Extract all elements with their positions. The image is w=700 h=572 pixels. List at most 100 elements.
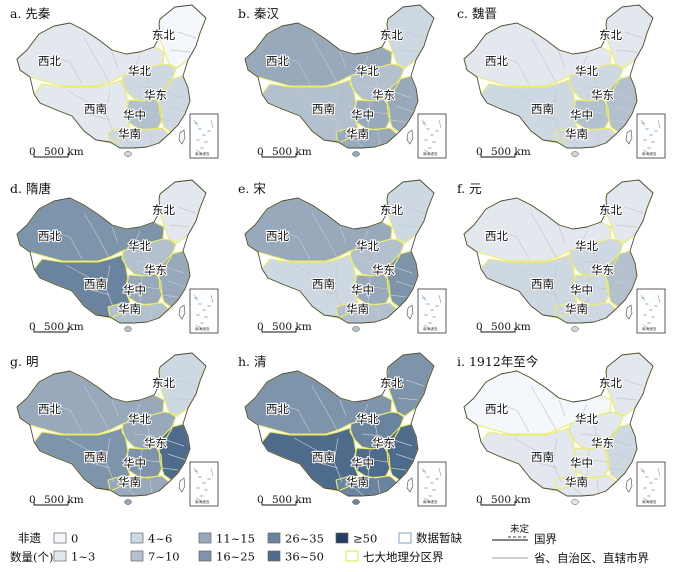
- province-boundary: [339, 226, 347, 244]
- svg-text:0: 0: [29, 494, 36, 506]
- taiwan-outline: [625, 129, 633, 145]
- province-boundary: [361, 85, 383, 89]
- region-label-huabei: 华北: [575, 239, 598, 253]
- region-label-xibei: 西北: [38, 54, 61, 68]
- panel-title: c. 魏晋: [457, 6, 497, 21]
- province-boundary: [121, 483, 137, 497]
- region-label-huazhong: 华中: [123, 456, 146, 470]
- region-label-dongbei: 东北: [380, 376, 403, 390]
- province-boundary: [361, 433, 383, 437]
- province-boundary: [496, 403, 530, 433]
- province-boundary: [165, 266, 185, 274]
- hainan-island: [124, 151, 132, 157]
- region-xinan: [262, 80, 358, 143]
- legend-swatch: [198, 550, 212, 562]
- region-xibei: [464, 371, 611, 434]
- legend-swatch-label: 7~10: [148, 550, 180, 564]
- region-label-huanan: 华南: [118, 302, 141, 316]
- region-dongbei: [387, 5, 434, 68]
- region-xibei: [17, 371, 164, 434]
- province-boundary: [333, 89, 343, 135]
- scale-bar: 0 500 km: [476, 146, 531, 158]
- national-border: [463, 179, 654, 324]
- province-boundary: [177, 31, 197, 39]
- province-boundary: [131, 55, 141, 75]
- region-huazhong: [354, 447, 390, 478]
- province-boundary: [592, 246, 600, 274]
- province-boundary: [578, 55, 588, 75]
- province-boundary: [377, 131, 381, 148]
- region-dongbei: [387, 180, 434, 243]
- svg-text:500 km: 500 km: [44, 321, 84, 333]
- scale-bar: 0 500 km: [257, 494, 312, 506]
- province-boundary: [131, 403, 141, 423]
- region-xibei: [245, 198, 392, 261]
- svg-text:500 km: 500 km: [491, 494, 531, 506]
- province-boundary: [315, 288, 339, 296]
- province-boundary: [339, 399, 347, 417]
- province-boundary: [530, 212, 558, 260]
- province-boundary: [586, 101, 590, 129]
- province-boundary: [293, 264, 331, 290]
- region-boundary: [568, 63, 624, 102]
- south-china-sea-inset: 南海诸岛: [189, 113, 219, 159]
- panel-title: i. 1912年至今: [457, 354, 539, 369]
- province-boundary: [87, 461, 111, 469]
- province-boundary: [534, 461, 558, 469]
- province-boundary: [596, 306, 600, 323]
- svg-text:0: 0: [29, 321, 36, 333]
- region-label-huabei: 华北: [575, 412, 598, 426]
- province-boundary: [616, 397, 638, 401]
- national-border: [244, 352, 435, 497]
- region-label-xinan: 西南: [84, 102, 107, 116]
- region-boundary: [121, 411, 177, 450]
- province-boundary: [315, 461, 339, 469]
- panel-title: b. 秦汉: [238, 6, 279, 21]
- svg-text:0: 0: [476, 146, 483, 158]
- province-boundary: [367, 449, 371, 477]
- province-boundary: [177, 206, 197, 214]
- region-label-huadong: 华东: [591, 88, 614, 102]
- province-boundary: [389, 467, 407, 471]
- province-boundary: [496, 55, 530, 85]
- region-label-huabei: 华北: [128, 412, 151, 426]
- legend-swatch: [130, 550, 144, 562]
- region-label-dongbei: 东北: [599, 28, 622, 42]
- inset-label: 南海诸岛: [195, 151, 210, 156]
- inset-label: 南海诸岛: [423, 326, 438, 331]
- province-boundary: [49, 55, 83, 85]
- legend-title-line2: 数量(个): [10, 550, 53, 564]
- region-xibei: [464, 198, 611, 261]
- region-label-xibei: 西北: [38, 402, 61, 416]
- province-boundary: [133, 85, 155, 89]
- legend-swatch: [130, 532, 144, 544]
- south-china-sea-inset: 南海诸岛: [636, 113, 666, 159]
- svg-text:0: 0: [476, 321, 483, 333]
- national-border: [463, 352, 654, 497]
- legend: 非遗 数量(个) 0 1~3 4~6 7~10 11~15 16~25 26~35 36~50…: [10, 523, 649, 565]
- region-huazhong: [126, 99, 162, 130]
- province-boundary: [580, 260, 602, 264]
- province-boundary: [65, 437, 103, 463]
- south-china-sea-inset: 南海诸岛: [636, 288, 666, 334]
- province-boundary: [349, 310, 365, 324]
- province-boundary: [277, 55, 311, 85]
- region-label-huadong: 华东: [372, 436, 395, 450]
- province-boundary: [596, 479, 600, 496]
- province-boundary: [83, 37, 111, 85]
- province-boundary: [161, 119, 179, 123]
- region-label-xinan: 西南: [312, 450, 335, 464]
- province-boundary: [161, 294, 179, 298]
- region-label-huanan: 华南: [565, 302, 588, 316]
- region-label-huabei: 华北: [128, 239, 151, 253]
- legend-swatch: [53, 532, 67, 544]
- hainan-island: [124, 499, 132, 505]
- region-label-xinan: 西南: [84, 450, 107, 464]
- legend-swatch-label: 16~25: [216, 550, 255, 564]
- region-label-huazhong: 华中: [351, 283, 374, 297]
- province-boundary: [393, 266, 413, 274]
- region-label-huadong: 华东: [591, 263, 614, 277]
- svg-text:500 km: 500 km: [491, 146, 531, 158]
